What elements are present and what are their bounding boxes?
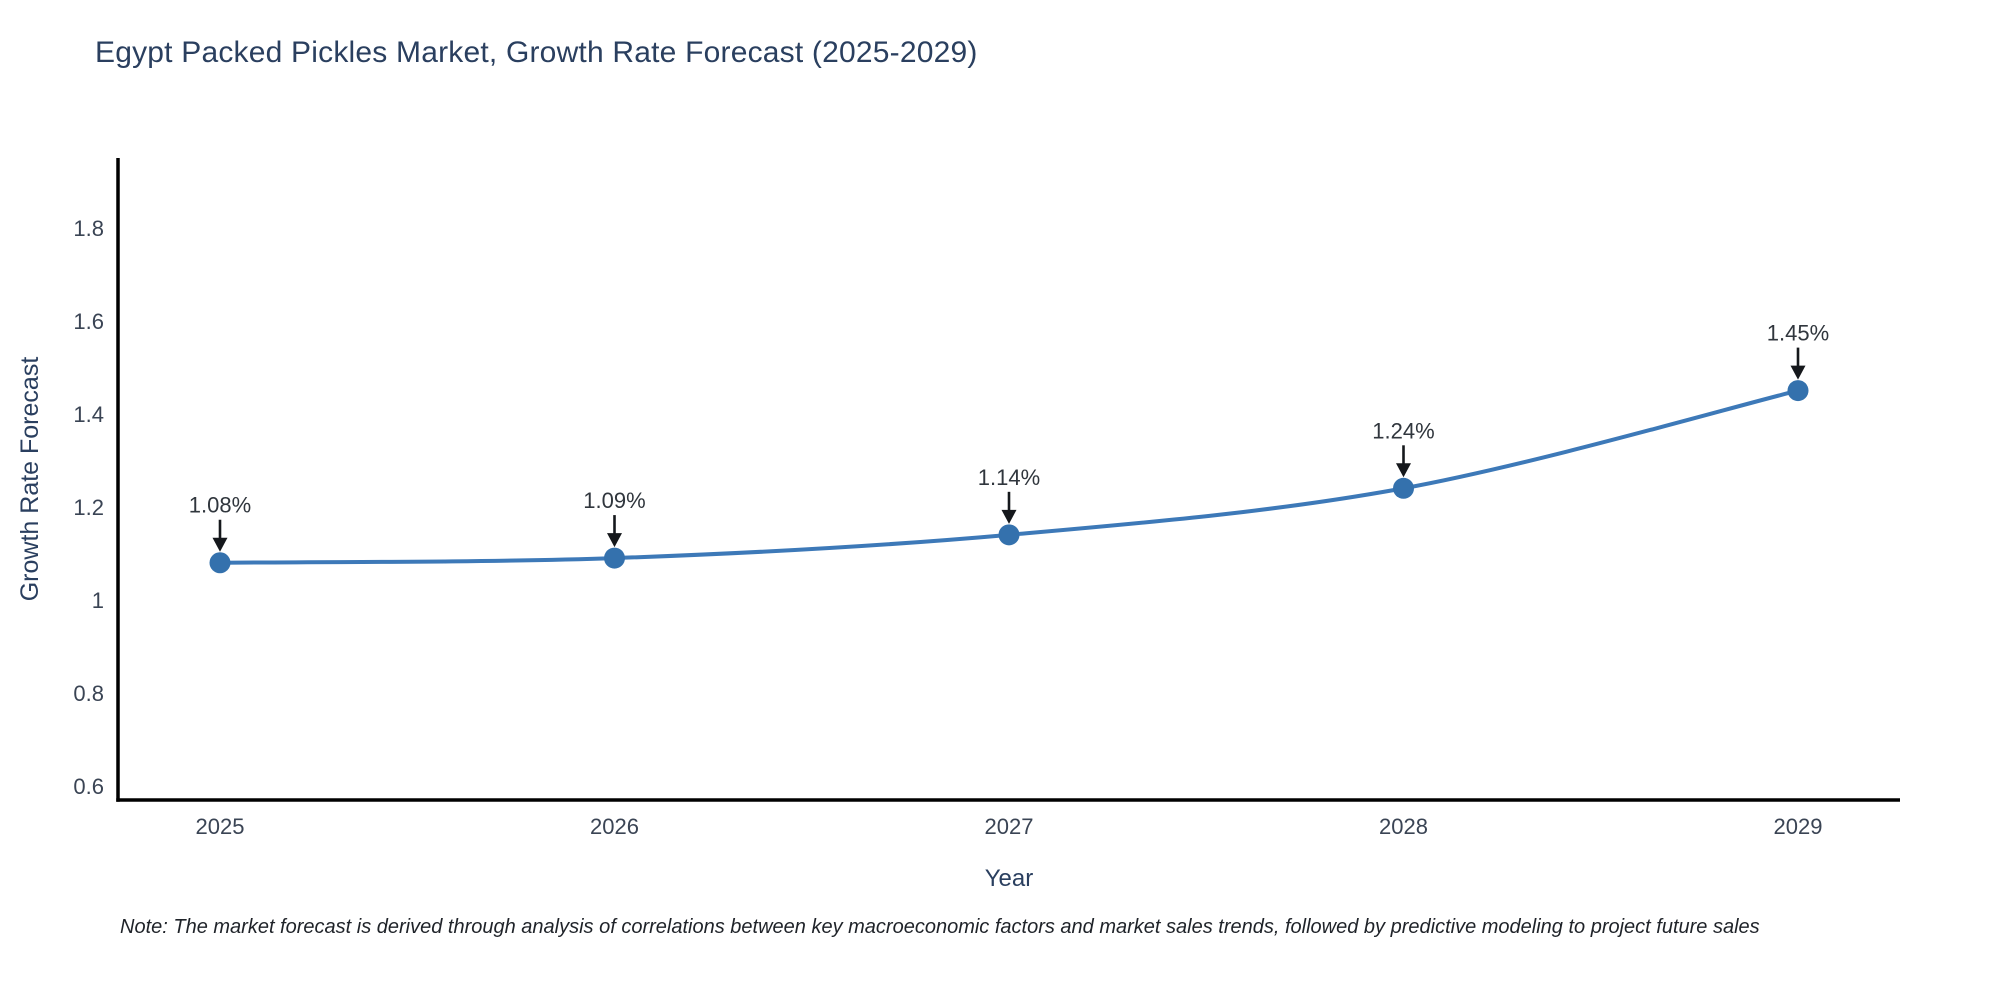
footnote: Note: The market forecast is derived thr… [120,916,1760,938]
y-tick-label: 1 [92,588,104,613]
annotation-label: 1.14% [978,465,1040,490]
x-tick-label: 2026 [590,814,639,839]
y-tick-label: 0.6 [73,774,104,799]
data-point-marker [998,524,1020,546]
annotation-arrowhead [607,533,622,548]
annotation-label: 1.24% [1372,418,1434,443]
annotation-arrowhead [1790,365,1806,380]
y-tick-label: 1.8 [73,216,104,241]
annotation-arrowhead [1396,463,1411,478]
data-point-marker [1393,477,1414,499]
x-tick-label: 2025 [196,814,245,839]
data-point-marker [209,552,231,574]
y-tick-label: 1.4 [73,402,104,427]
x-tick-label: 2028 [1379,814,1428,839]
y-tick-label: 0.8 [73,681,104,706]
annotation-label: 1.08% [189,493,251,518]
y-tick-label: 1.2 [73,495,104,520]
y-tick-label: 1.6 [73,309,104,334]
x-tick-label: 2027 [985,814,1034,839]
annotation-label: 1.09% [583,488,645,513]
data-point-marker [604,547,625,569]
x-axis-title: Year [985,865,1034,892]
x-tick-label: 2029 [1774,814,1823,839]
data-point-marker [1787,380,1809,402]
annotation-arrowhead [212,537,228,552]
y-axis-title: Growth Rate Forecast [16,357,44,602]
annotation-label: 1.45% [1767,321,1829,346]
chart-title: Egypt Packed Pickles Market, Growth Rate… [95,36,978,69]
annotation-arrowhead [1001,509,1017,524]
